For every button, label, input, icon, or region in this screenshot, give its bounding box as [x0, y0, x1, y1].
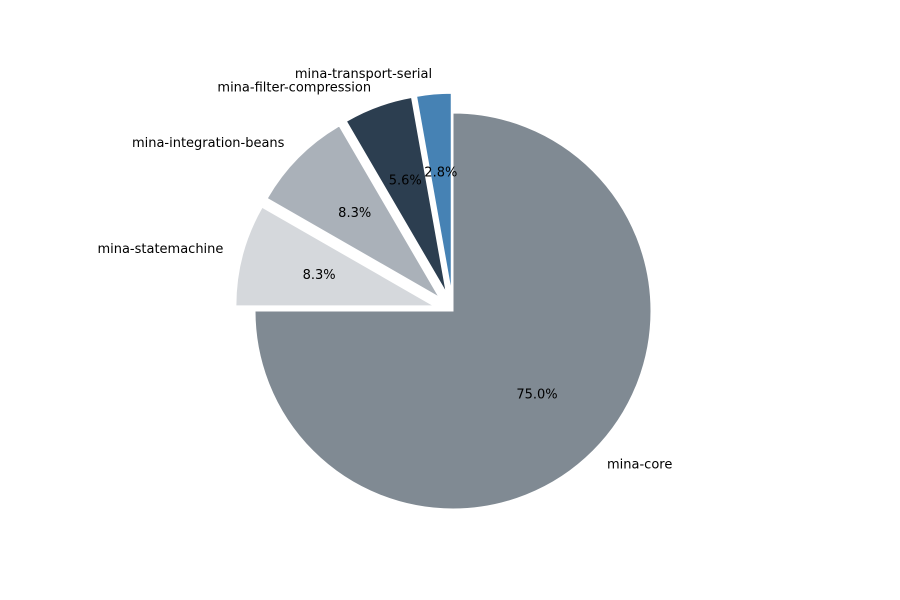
slice-label-mina-statemachine: mina-statemachine: [97, 242, 223, 257]
slice-label-mina-filter-compression: mina-filter-compression: [217, 80, 371, 95]
pct-label-mina-statemachine: 8.3%: [303, 268, 336, 283]
slice-label-mina-transport-serial: mina-transport-serial: [295, 67, 432, 82]
slice-labels: mina-core mina-statemachine mina-integrati…: [97, 67, 672, 473]
pie-slice-mina-statemachine: [235, 206, 436, 307]
pct-label-mina-filter-compression: 5.6%: [389, 173, 422, 188]
pct-label-mina-integration-beans: 8.3%: [338, 206, 371, 221]
pie-slice-mina-filter-compression: [345, 96, 447, 293]
pie-slices: [235, 92, 652, 510]
percentage-labels: 75.0% 8.3% 8.3% 5.6%2.8%: [303, 165, 558, 402]
pie-slice-mina-core: [254, 112, 652, 510]
pie-slice-mina-integration-beans: [266, 125, 441, 299]
slice-label-mina-integration-beans: mina-integration-beans: [132, 136, 285, 151]
slice-label-mina-core: mina-core: [607, 458, 672, 473]
pie-slice-mina-transport-serial: [416, 92, 452, 292]
pct-label-mina-core: 75.0%: [516, 388, 557, 403]
pct-label-mina-transport-serial: 2.8%: [424, 165, 457, 180]
